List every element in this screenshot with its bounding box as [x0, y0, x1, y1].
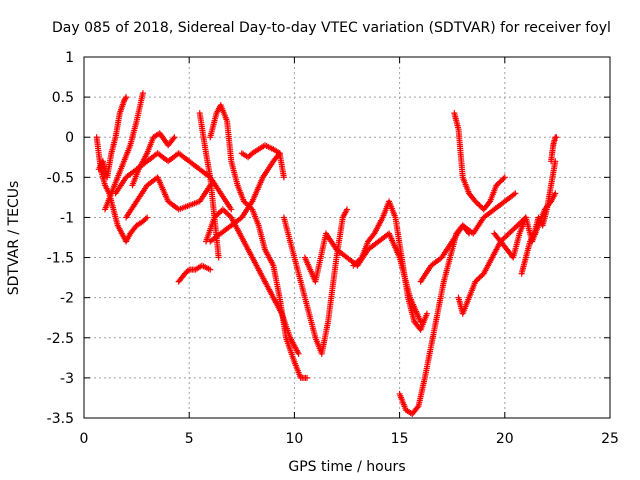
data-points — [93, 90, 560, 417]
series-track-19 — [455, 214, 529, 317]
data-point — [280, 174, 287, 181]
y-tick-label: -2 — [60, 291, 74, 307]
data-point — [171, 134, 178, 141]
y-tick-label: 0 — [65, 130, 74, 146]
data-point — [228, 206, 235, 213]
data-point — [501, 174, 508, 181]
y-axis-label: SDTVAR / TECUs — [6, 181, 22, 296]
data-point — [122, 95, 129, 102]
series-track-13 — [280, 206, 350, 357]
data-point — [207, 266, 214, 273]
y-tick-label: -1.5 — [47, 251, 74, 267]
y-tick-label: -0.5 — [47, 170, 74, 186]
series-track-10 — [203, 206, 302, 357]
x-tick-label: 0 — [80, 431, 89, 447]
data-point — [423, 310, 430, 317]
series-track-16 — [396, 222, 473, 417]
data-point — [170, 135, 177, 142]
data-point — [552, 190, 559, 197]
data-point — [512, 190, 519, 197]
series-track-22 — [548, 134, 560, 165]
y-tick-label: -3.5 — [47, 411, 74, 427]
series-track-3 — [102, 90, 146, 213]
data-point — [295, 350, 302, 357]
y-tick-label: -3 — [60, 371, 74, 387]
data-point — [486, 199, 493, 206]
y-tick-label: 0.5 — [52, 90, 74, 106]
data-point — [553, 134, 560, 141]
x-tick-label: 20 — [496, 431, 514, 447]
plot-frame — [83, 56, 611, 419]
chart-title: Day 085 of 2018, Sidereal Day-to-day VTE… — [52, 20, 611, 36]
y-tick-label: -2.5 — [47, 331, 74, 347]
series-track-7 — [175, 262, 214, 285]
y-tick-label: 1 — [65, 50, 74, 66]
series-track-9 — [207, 102, 311, 381]
data-point — [414, 404, 421, 411]
y-tick-label: -1 — [60, 210, 74, 226]
series-track-11 — [207, 150, 283, 245]
data-point — [144, 214, 151, 221]
series-track-1 — [93, 134, 151, 245]
series-track-2 — [95, 94, 130, 181]
x-axis-label: GPS time / hours — [288, 459, 405, 475]
data-point — [215, 254, 222, 261]
series-track-12 — [238, 142, 287, 181]
axis-ticks: 0 5 10 15 20 25 1 0.5 0 -0.5 -1 -1.5 -2 -2.5 -3 -3.5 — [47, 50, 619, 447]
series-track-18 — [451, 110, 508, 213]
series-track-17 — [417, 190, 519, 285]
series-track-15 — [350, 198, 430, 333]
data-point — [139, 90, 146, 97]
data-point — [123, 94, 130, 101]
x-tick-label: 15 — [391, 431, 409, 447]
x-tick-label: 5 — [185, 431, 194, 447]
data-point — [304, 374, 311, 381]
series-track-6 — [123, 174, 214, 221]
series-track-5 — [129, 130, 178, 189]
data-point — [344, 206, 350, 213]
x-tick-label: 25 — [601, 431, 619, 447]
x-tick-label: 10 — [285, 431, 303, 447]
series-track-14 — [301, 230, 424, 325]
series-track-21 — [518, 158, 559, 277]
